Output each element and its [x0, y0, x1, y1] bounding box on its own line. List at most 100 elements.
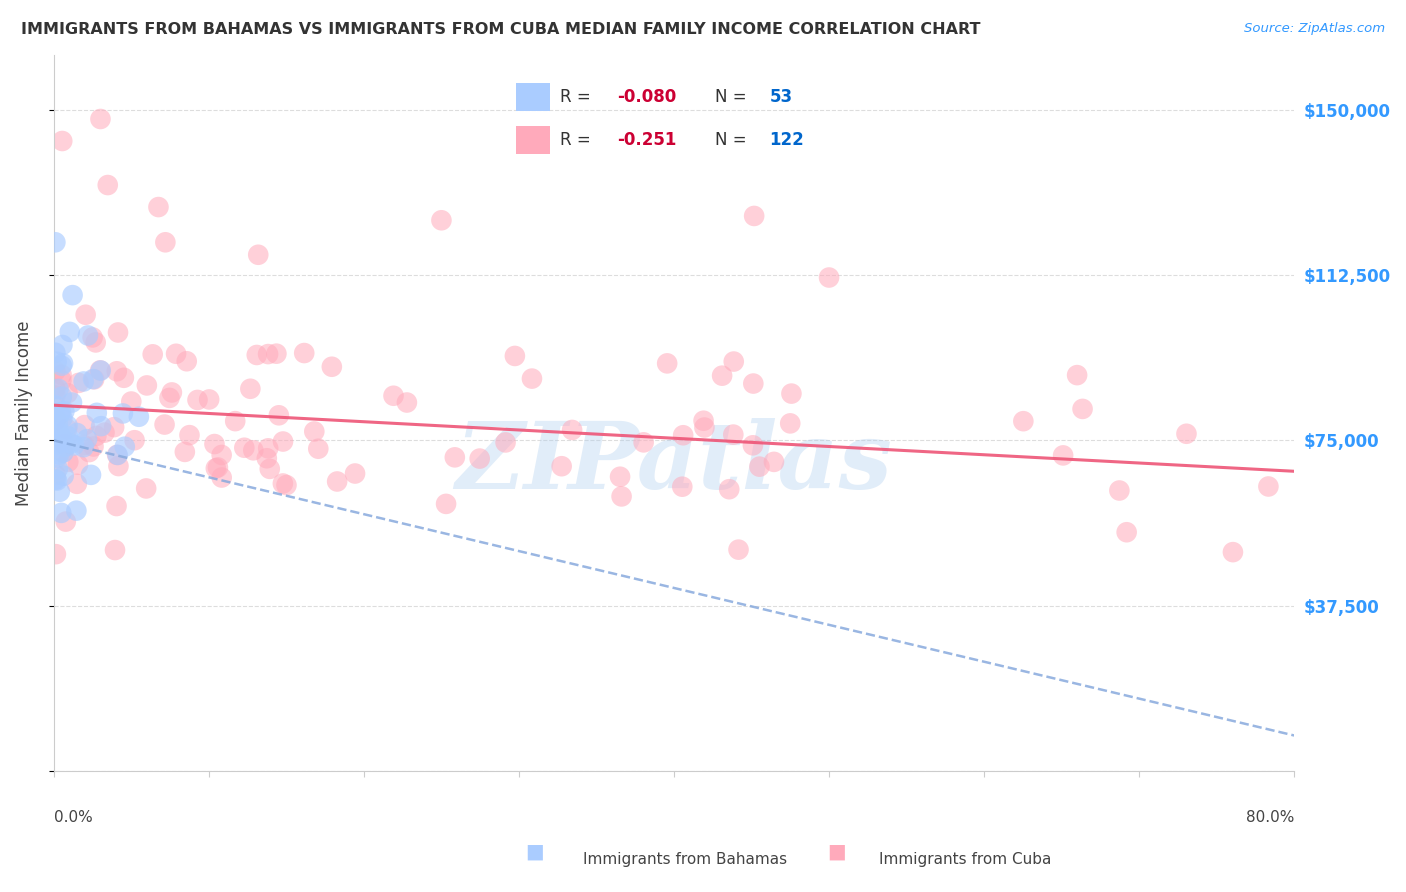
Point — [657, 356, 679, 370]
Point — [48, 424, 70, 438]
Point — [76, 432, 98, 446]
Point — [204, 437, 226, 451]
Point — [247, 248, 270, 262]
Point — [89, 363, 111, 377]
Point — [1071, 401, 1094, 416]
Point — [48, 430, 70, 444]
Point — [160, 385, 183, 400]
Point — [107, 448, 129, 462]
Point — [344, 467, 367, 481]
Point — [723, 354, 745, 368]
Point — [271, 434, 294, 449]
Point — [49, 484, 72, 499]
Point — [52, 445, 75, 459]
Point — [723, 427, 745, 442]
Point — [44, 382, 66, 396]
Point — [56, 418, 79, 433]
Text: Source: ZipAtlas.com: Source: ZipAtlas.com — [1244, 22, 1385, 36]
Point — [780, 386, 803, 401]
Text: R =: R = — [560, 131, 591, 149]
Point — [46, 425, 69, 440]
Point — [748, 459, 770, 474]
Point — [44, 388, 66, 402]
Point — [48, 407, 70, 421]
Point — [44, 345, 66, 359]
Point — [56, 429, 79, 443]
Point — [742, 376, 765, 391]
Point — [246, 348, 269, 362]
Point — [609, 469, 631, 483]
Point — [55, 515, 77, 529]
Point — [257, 442, 280, 456]
Point — [550, 459, 572, 474]
Text: N =: N = — [716, 131, 747, 149]
Point — [66, 476, 89, 491]
Point — [44, 399, 66, 413]
Point — [266, 346, 288, 360]
Point — [762, 455, 785, 469]
Point — [89, 112, 111, 126]
Point — [51, 368, 73, 382]
Point — [83, 372, 105, 386]
Point — [111, 407, 134, 421]
Point — [46, 462, 69, 476]
Text: ▪: ▪ — [524, 838, 544, 867]
Point — [114, 440, 136, 454]
Point — [80, 467, 103, 482]
Point — [271, 476, 294, 491]
Point — [83, 440, 105, 454]
Point — [84, 335, 107, 350]
Point — [520, 371, 543, 385]
Point — [495, 435, 517, 450]
Point — [44, 413, 66, 427]
FancyBboxPatch shape — [516, 83, 550, 111]
Point — [82, 372, 104, 386]
Point — [51, 338, 73, 352]
Point — [112, 371, 135, 385]
Point — [53, 404, 76, 418]
Point — [1066, 368, 1088, 383]
Point — [159, 391, 181, 405]
Point — [52, 356, 75, 370]
Point — [51, 390, 73, 404]
Point — [176, 354, 198, 368]
Text: 122: 122 — [769, 131, 804, 149]
Point — [718, 482, 741, 496]
Point — [224, 414, 246, 428]
Point — [430, 213, 453, 227]
Point — [77, 328, 100, 343]
Point — [155, 235, 177, 250]
Point — [727, 542, 749, 557]
Text: 53: 53 — [769, 87, 793, 105]
Text: IMMIGRANTS FROM BAHAMAS VS IMMIGRANTS FROM CUBA MEDIAN FAMILY INCOME CORRELATION: IMMIGRANTS FROM BAHAMAS VS IMMIGRANTS FR… — [21, 22, 980, 37]
FancyBboxPatch shape — [516, 126, 550, 153]
Point — [45, 473, 67, 487]
Point — [46, 474, 69, 488]
Point — [259, 462, 281, 476]
Text: N =: N = — [716, 87, 747, 105]
Point — [59, 325, 82, 339]
Point — [46, 417, 69, 431]
Point — [56, 386, 79, 401]
Point — [741, 438, 763, 452]
Point — [93, 425, 115, 440]
Point — [124, 434, 146, 448]
Point — [382, 389, 405, 403]
Point — [779, 417, 801, 431]
Point — [142, 347, 165, 361]
Point — [66, 458, 89, 472]
Point — [165, 347, 187, 361]
Point — [434, 497, 457, 511]
Point — [1115, 525, 1137, 540]
Text: ZIPatlas: ZIPatlas — [456, 418, 893, 508]
Point — [52, 445, 75, 459]
Text: R =: R = — [560, 87, 591, 105]
Point — [256, 451, 278, 466]
Point — [179, 428, 201, 442]
Point — [610, 490, 633, 504]
Point — [48, 448, 70, 462]
Point — [51, 373, 73, 387]
Point — [267, 409, 290, 423]
Point — [211, 470, 233, 484]
Point — [211, 448, 233, 462]
